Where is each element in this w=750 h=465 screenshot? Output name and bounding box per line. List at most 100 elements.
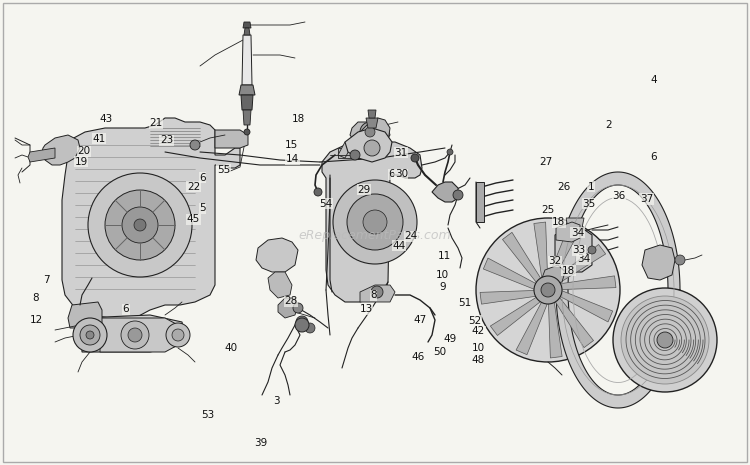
Polygon shape: [548, 226, 580, 279]
Text: 36: 36: [612, 191, 626, 201]
Text: 42: 42: [472, 326, 485, 336]
Text: 25: 25: [541, 205, 554, 215]
Text: 6: 6: [123, 304, 129, 314]
Text: 28: 28: [284, 296, 298, 306]
Polygon shape: [345, 128, 392, 162]
Text: 27: 27: [539, 157, 553, 167]
Circle shape: [364, 140, 380, 156]
Text: 31: 31: [394, 147, 408, 158]
Text: 15: 15: [284, 140, 298, 150]
Text: 8: 8: [370, 290, 376, 300]
Polygon shape: [338, 148, 365, 158]
Polygon shape: [100, 318, 178, 352]
Polygon shape: [244, 28, 250, 35]
Text: 18: 18: [292, 113, 305, 124]
Text: 32: 32: [548, 256, 562, 266]
Polygon shape: [268, 272, 292, 298]
Polygon shape: [338, 142, 352, 158]
Text: 52: 52: [468, 316, 482, 326]
Text: 23: 23: [160, 135, 173, 146]
Polygon shape: [566, 218, 584, 228]
Circle shape: [172, 329, 184, 341]
Circle shape: [314, 188, 322, 196]
Text: 20: 20: [77, 146, 91, 156]
Circle shape: [121, 321, 149, 349]
Text: 45: 45: [187, 214, 200, 225]
Circle shape: [128, 328, 142, 342]
Circle shape: [447, 149, 453, 155]
Polygon shape: [559, 276, 616, 290]
Circle shape: [657, 332, 673, 348]
Circle shape: [305, 323, 315, 333]
Polygon shape: [556, 222, 580, 242]
Text: 30: 30: [394, 169, 408, 179]
Polygon shape: [278, 298, 298, 318]
Text: 6: 6: [200, 173, 206, 183]
Circle shape: [360, 122, 380, 142]
Circle shape: [122, 207, 158, 243]
Polygon shape: [554, 296, 593, 348]
Text: 47: 47: [413, 315, 427, 325]
Text: 34: 34: [571, 227, 584, 238]
Text: 22: 22: [187, 182, 200, 192]
Text: 12: 12: [29, 315, 43, 325]
Polygon shape: [256, 238, 298, 272]
Polygon shape: [432, 182, 458, 202]
Text: 41: 41: [92, 133, 106, 144]
Text: 3: 3: [273, 396, 279, 406]
Text: 55: 55: [217, 165, 230, 175]
Text: 1: 1: [588, 182, 594, 192]
Polygon shape: [534, 222, 548, 279]
Circle shape: [588, 246, 596, 254]
Polygon shape: [68, 302, 102, 328]
Text: 48: 48: [472, 355, 485, 365]
Text: 6: 6: [388, 169, 394, 179]
Polygon shape: [554, 245, 606, 284]
Text: 43: 43: [100, 113, 113, 124]
Text: 6: 6: [651, 152, 657, 162]
Polygon shape: [548, 300, 562, 358]
Circle shape: [244, 129, 250, 135]
Polygon shape: [243, 110, 251, 125]
Circle shape: [365, 127, 375, 137]
Text: 26: 26: [557, 182, 571, 192]
Circle shape: [88, 173, 192, 277]
Polygon shape: [642, 245, 675, 280]
Polygon shape: [480, 291, 538, 304]
Polygon shape: [241, 95, 253, 110]
Text: 33: 33: [572, 245, 586, 255]
Text: 18: 18: [562, 266, 575, 276]
Text: 14: 14: [286, 154, 299, 164]
Polygon shape: [483, 258, 538, 290]
Circle shape: [86, 331, 94, 339]
Text: 7: 7: [44, 275, 50, 285]
Polygon shape: [215, 130, 248, 148]
Polygon shape: [542, 265, 565, 285]
Circle shape: [293, 303, 303, 313]
Polygon shape: [355, 118, 390, 142]
Text: 21: 21: [149, 118, 163, 128]
Text: 24: 24: [404, 231, 418, 241]
Circle shape: [541, 283, 555, 297]
Text: 9: 9: [440, 282, 446, 292]
Text: eReplacementParts.com: eReplacementParts.com: [298, 228, 452, 241]
Polygon shape: [368, 110, 376, 118]
Polygon shape: [559, 290, 613, 322]
Circle shape: [134, 219, 146, 231]
Polygon shape: [516, 300, 548, 355]
Text: 18: 18: [552, 217, 566, 227]
Text: 34: 34: [577, 254, 590, 265]
Text: 13: 13: [359, 304, 373, 314]
Circle shape: [675, 255, 685, 265]
Text: 29: 29: [357, 185, 370, 195]
Text: 53: 53: [201, 410, 214, 420]
Polygon shape: [82, 315, 185, 352]
Circle shape: [333, 180, 417, 264]
Text: 39: 39: [254, 438, 268, 448]
Text: 8: 8: [33, 292, 39, 303]
Circle shape: [80, 325, 100, 345]
Polygon shape: [239, 85, 255, 95]
Text: 46: 46: [412, 352, 425, 362]
Circle shape: [295, 318, 309, 332]
Circle shape: [371, 286, 383, 298]
